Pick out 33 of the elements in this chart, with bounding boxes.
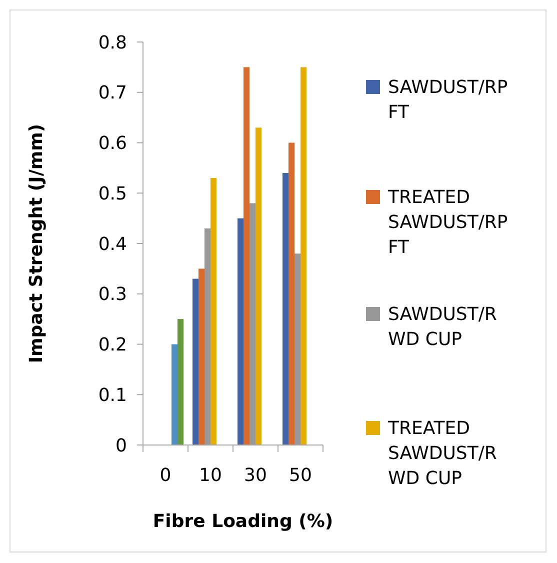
bar xyxy=(300,67,306,445)
legend-label: SAWDUST/RP FT xyxy=(388,77,508,123)
bar xyxy=(192,278,198,445)
x-tick-label: 10 xyxy=(199,465,222,486)
bar xyxy=(250,203,256,445)
bar xyxy=(238,218,244,445)
y-tick-label: 0.8 xyxy=(98,32,127,54)
bar xyxy=(204,228,210,445)
x-tick-label: 0 xyxy=(160,465,172,486)
y-tick-label: 0.5 xyxy=(98,183,127,204)
bar xyxy=(294,254,300,445)
bar xyxy=(288,142,294,445)
x-tick-label: 30 xyxy=(244,465,267,486)
y-tick-label: 0.4 xyxy=(98,234,127,255)
bar xyxy=(198,268,204,445)
bar xyxy=(256,128,262,445)
bar xyxy=(282,172,288,445)
legend-label: SAWDUST/R WD CUP xyxy=(388,304,497,350)
bar xyxy=(178,319,184,445)
y-axis-title: Impact Strenght (J/mm) xyxy=(26,124,47,364)
x-axis-title: Fibre Loading (%) xyxy=(152,511,334,532)
x-tick-label: 50 xyxy=(289,465,312,486)
bar xyxy=(172,344,178,445)
legend-label: TREATED SAWDUST/RP FT xyxy=(387,187,508,258)
legend-label: TREATED SAWDUST/R WD CUP xyxy=(387,418,497,489)
y-tick-label: 0.2 xyxy=(98,334,127,356)
y-tick-label: 0.1 xyxy=(98,384,127,406)
bar xyxy=(244,67,250,445)
y-tick-label: 0.7 xyxy=(98,82,127,104)
y-tick-label: 0.6 xyxy=(98,133,127,154)
bar xyxy=(210,178,216,445)
y-tick-label: 0 xyxy=(116,435,127,456)
y-tick-label: 0.3 xyxy=(98,284,127,306)
